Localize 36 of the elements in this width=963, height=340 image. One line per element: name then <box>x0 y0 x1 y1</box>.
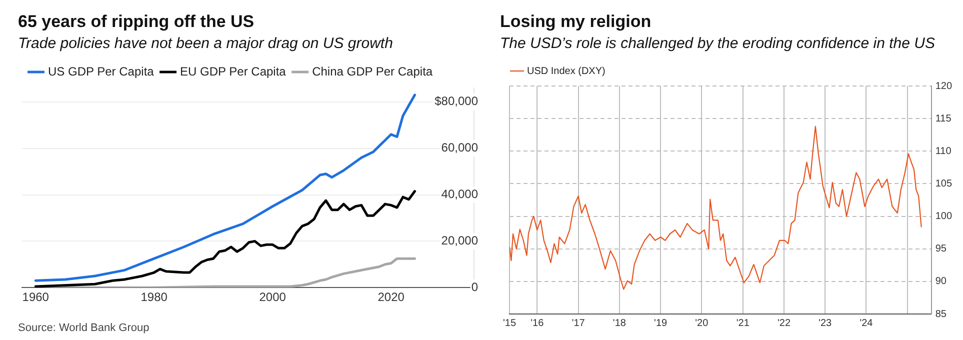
legend-label: China GDP Per Capita <box>312 64 433 78</box>
y-tick-label: 120 <box>935 80 952 92</box>
y-tick-label: 100 <box>935 211 952 222</box>
y-tick-label: $80,000 <box>434 94 478 108</box>
x-tick-label: '15 <box>502 318 516 329</box>
chart-subtitle: Trade policies have not been a major drag on US growth <box>18 35 394 52</box>
x-tick-label: '16 <box>530 318 544 329</box>
x-tick-label: '18 <box>612 318 626 329</box>
x-tick-label: 1960 <box>22 290 50 304</box>
y-tick-label: 90 <box>935 276 947 288</box>
y-tick-label: 85 <box>935 308 947 320</box>
y-tick-label: 95 <box>935 244 947 255</box>
x-tick-label: 2000 <box>259 290 286 304</box>
legend-label: USD Index (DXY) <box>527 66 606 77</box>
y-tick-label: 20,000 <box>441 233 478 248</box>
y-tick-label: 60,000 <box>441 140 478 155</box>
chart-title: Losing my religion <box>500 12 652 32</box>
chart-title: 65 years of ripping off the US <box>18 12 256 32</box>
x-tick-label: 2020 <box>378 290 405 304</box>
source-note: Source: World Bank Group <box>18 322 150 334</box>
x-tick-label: '21 <box>736 318 750 329</box>
chart-subtitle: The USD’s role is challenged by the eroding confidence in the US <box>500 35 936 52</box>
y-tick-label: 115 <box>935 113 952 124</box>
y-tick-label: 0 <box>471 280 478 294</box>
x-tick-label: '17 <box>572 318 586 329</box>
legend-label: EU GDP Per Capita <box>180 64 286 78</box>
x-tick-label: '19 <box>654 318 668 329</box>
x-tick-label: '22 <box>777 318 791 329</box>
x-tick-label: 1980 <box>140 290 168 304</box>
y-tick-label: 110 <box>935 146 952 157</box>
x-tick-label: '20 <box>695 318 709 329</box>
x-tick-label: '23 <box>818 318 832 329</box>
y-tick-label: 40,000 <box>441 187 478 202</box>
y-tick-label: 105 <box>935 178 952 190</box>
x-tick-label: '24 <box>860 318 874 329</box>
legend-label: US GDP Per Capita <box>48 64 154 78</box>
